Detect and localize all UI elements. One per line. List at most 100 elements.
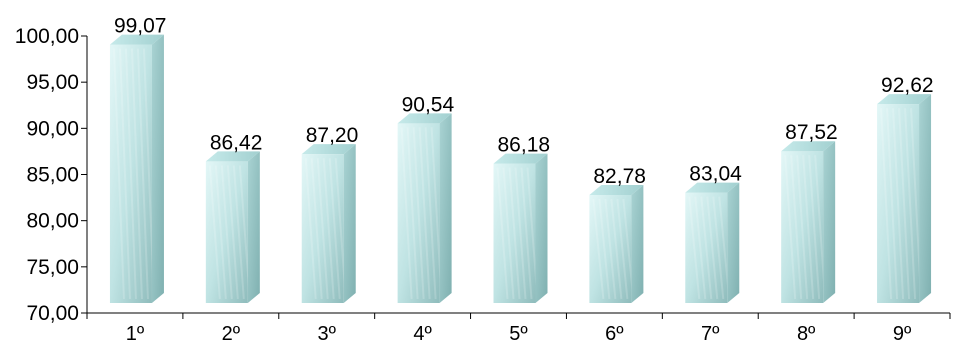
bar-texture: [412, 127, 425, 300]
bar-texture: [808, 155, 821, 300]
bar-top-face: [301, 144, 356, 155]
bar-side-face: [151, 34, 164, 303]
bar-texture: [880, 108, 893, 300]
bar-texture: [904, 108, 917, 300]
bar: [685, 182, 740, 303]
x-category-label: 1º: [126, 323, 145, 345]
bar-side-face: [535, 153, 548, 303]
bar-front-face: [589, 194, 632, 303]
x-category-label: 2º: [222, 323, 241, 345]
x-category-label: 5º: [509, 323, 528, 345]
bar: [205, 151, 260, 303]
bar-texture: [208, 165, 221, 300]
bar-value-label: 92,62: [881, 74, 934, 97]
bar-texture: [790, 155, 803, 300]
bar-side-face: [343, 144, 356, 303]
bar-texture: [112, 48, 125, 300]
bar-texture: [514, 167, 527, 300]
bar-texture: [304, 158, 317, 300]
bar-texture: [328, 158, 341, 300]
y-tick-label: 85,00: [26, 164, 79, 187]
bar: [781, 141, 836, 303]
x-category-label: 3º: [318, 323, 337, 345]
data-labels-group: 99,07 86,42 87,20 90,54 86,18 82,78 83,04 87,52…: [114, 15, 934, 188]
bar-front-face: [109, 44, 152, 303]
bar-texture: [226, 165, 239, 300]
bar-texture: [688, 196, 701, 300]
y-axis: 70,00 75,00 80,00 85,00 90,00 95,00 100,00: [15, 25, 88, 325]
bar-texture: [802, 155, 815, 300]
bar-value-label: 82,78: [593, 165, 646, 188]
bar-front-face: [781, 151, 824, 303]
bar-texture: [130, 48, 143, 300]
bar-texture: [694, 196, 707, 300]
bar-value-label: 99,07: [114, 15, 167, 38]
bar-side-face: [631, 184, 644, 303]
bar-texture: [418, 127, 431, 300]
bar-texture: [712, 196, 725, 300]
bar-texture: [118, 48, 131, 300]
bar: [877, 94, 932, 303]
bar-top-face: [589, 184, 644, 195]
bar-texture: [898, 108, 911, 300]
bar-texture: [706, 196, 719, 300]
bar-texture: [598, 198, 611, 300]
bar-top-face: [685, 182, 740, 193]
bar-texture: [508, 167, 521, 300]
x-category-label: 4º: [413, 323, 432, 345]
bar-texture: [232, 165, 245, 300]
bar: [397, 113, 452, 303]
bar-texture: [784, 155, 797, 300]
bar-front-face: [493, 163, 536, 303]
bar-texture: [892, 108, 905, 300]
bar-value-label: 83,04: [689, 163, 742, 186]
bar-texture: [592, 198, 605, 300]
bar-texture: [136, 48, 149, 300]
x-category-label: 7º: [701, 323, 720, 345]
y-tick-label: 95,00: [26, 71, 79, 94]
bar-texture: [610, 198, 623, 300]
bar-side-face: [727, 182, 740, 303]
bar-value-label: 87,20: [306, 124, 359, 147]
bar-side-face: [247, 151, 260, 303]
bar-value-label: 86,42: [210, 131, 263, 154]
bar-texture: [616, 198, 629, 300]
y-tick-label: 75,00: [26, 256, 79, 279]
y-tick-label: 70,00: [26, 302, 79, 325]
bar-texture: [496, 167, 509, 300]
bar-texture: [316, 158, 329, 300]
bar-value-label: 87,52: [785, 121, 838, 144]
bar-top-face: [781, 141, 836, 152]
bar: [301, 144, 356, 303]
bar-texture: [124, 48, 137, 300]
bar-texture: [604, 198, 617, 300]
bar-texture: [520, 167, 533, 300]
bar-side-face: [823, 141, 836, 303]
y-tick-label: 100,00: [15, 25, 79, 48]
bar-texture: [220, 165, 233, 300]
bar-top-face: [397, 113, 452, 124]
bar-value-label: 86,18: [498, 134, 551, 157]
x-category-label: 8º: [797, 323, 816, 345]
bar-front-face: [205, 161, 248, 303]
bar-side-face: [439, 113, 452, 303]
bar-top-face: [877, 94, 932, 105]
bar-top-face: [205, 151, 260, 162]
bar-front-face: [301, 154, 344, 303]
bar-texture: [400, 127, 413, 300]
y-tick-label: 90,00: [26, 117, 79, 140]
bar-top-face: [109, 34, 164, 45]
bar-value-label: 90,54: [402, 93, 455, 116]
bar-texture: [886, 108, 899, 300]
bar: [589, 184, 644, 303]
bar-texture: [214, 165, 227, 300]
bar: [109, 34, 164, 303]
bar-front-face: [877, 104, 920, 303]
bar-texture: [406, 127, 419, 300]
bars-group: [109, 34, 932, 303]
bar-texture: [424, 127, 437, 300]
bar-front-face: [397, 123, 440, 303]
bar-texture: [322, 158, 335, 300]
x-axis: 1º 2º 3º 4º 5º 6º 7º 8º 9º: [86, 312, 951, 345]
